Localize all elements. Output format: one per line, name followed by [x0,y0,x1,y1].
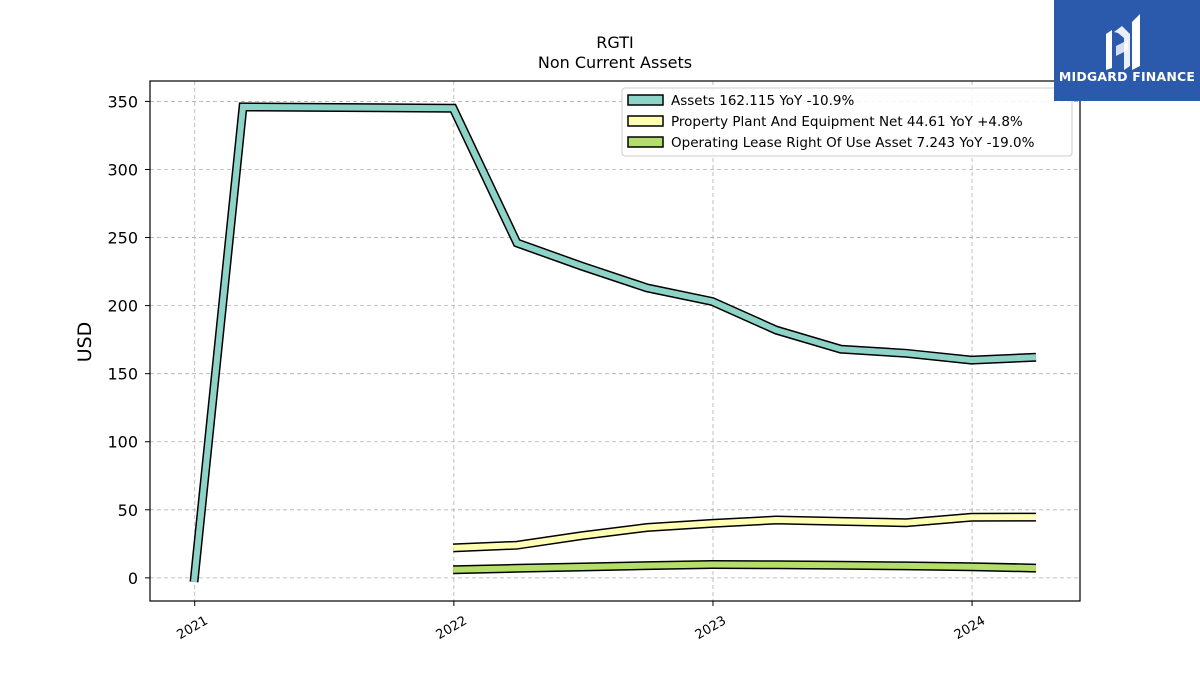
legend-swatch-2 [627,136,664,148]
brand-logo: MIDGARD FINANCE [1054,0,1200,101]
brand-name: MIDGARD FINANCE [1059,69,1195,84]
logo-mark-icon [1106,14,1140,70]
legend-swatch-1 [627,115,664,127]
legend-label-0: Assets 162.115 YoY -10.9% [671,93,855,109]
y-tick-label: 350 [107,92,138,111]
x-tick-label: 2024 [952,613,988,643]
y-tick-label: 100 [107,433,138,452]
chart-title: RGTI [596,33,633,52]
x-tick-label: 2021 [175,613,211,643]
y-tick-label: 150 [107,365,138,384]
y-axis-label: USD [74,322,96,363]
plot-area: 0 50 100 150 200 250 300 350 2021 2022 2023 2024 [107,80,1081,643]
y-tick-label: 50 [118,501,138,520]
legend-box [621,87,1073,157]
series-line-1 [452,514,1037,551]
y-tick-label: 250 [107,229,138,248]
x-tick-label: 2023 [693,613,729,643]
y-tick-label: 300 [107,160,138,179]
chart-subtitle: Non Current Assets [538,53,692,72]
series-line-2 [453,561,1037,573]
x-tick-label: 2022 [434,613,470,643]
series-line-0 [191,103,1037,583]
legend-label-1: Property Plant And Equipment Net 44.61 Y… [671,114,1023,130]
legend: Assets 162.115 YoY -10.9% Property Plant … [621,87,1073,157]
legend-swatch-0 [627,94,664,106]
y-tick-label: 0 [128,569,138,588]
y-tick-label: 200 [107,297,138,316]
legend-label-2: Operating Lease Right Of Use Asset 7.243… [671,135,1035,151]
plot-frame [149,80,1081,602]
series-line-outline-0 [189,102,1037,583]
